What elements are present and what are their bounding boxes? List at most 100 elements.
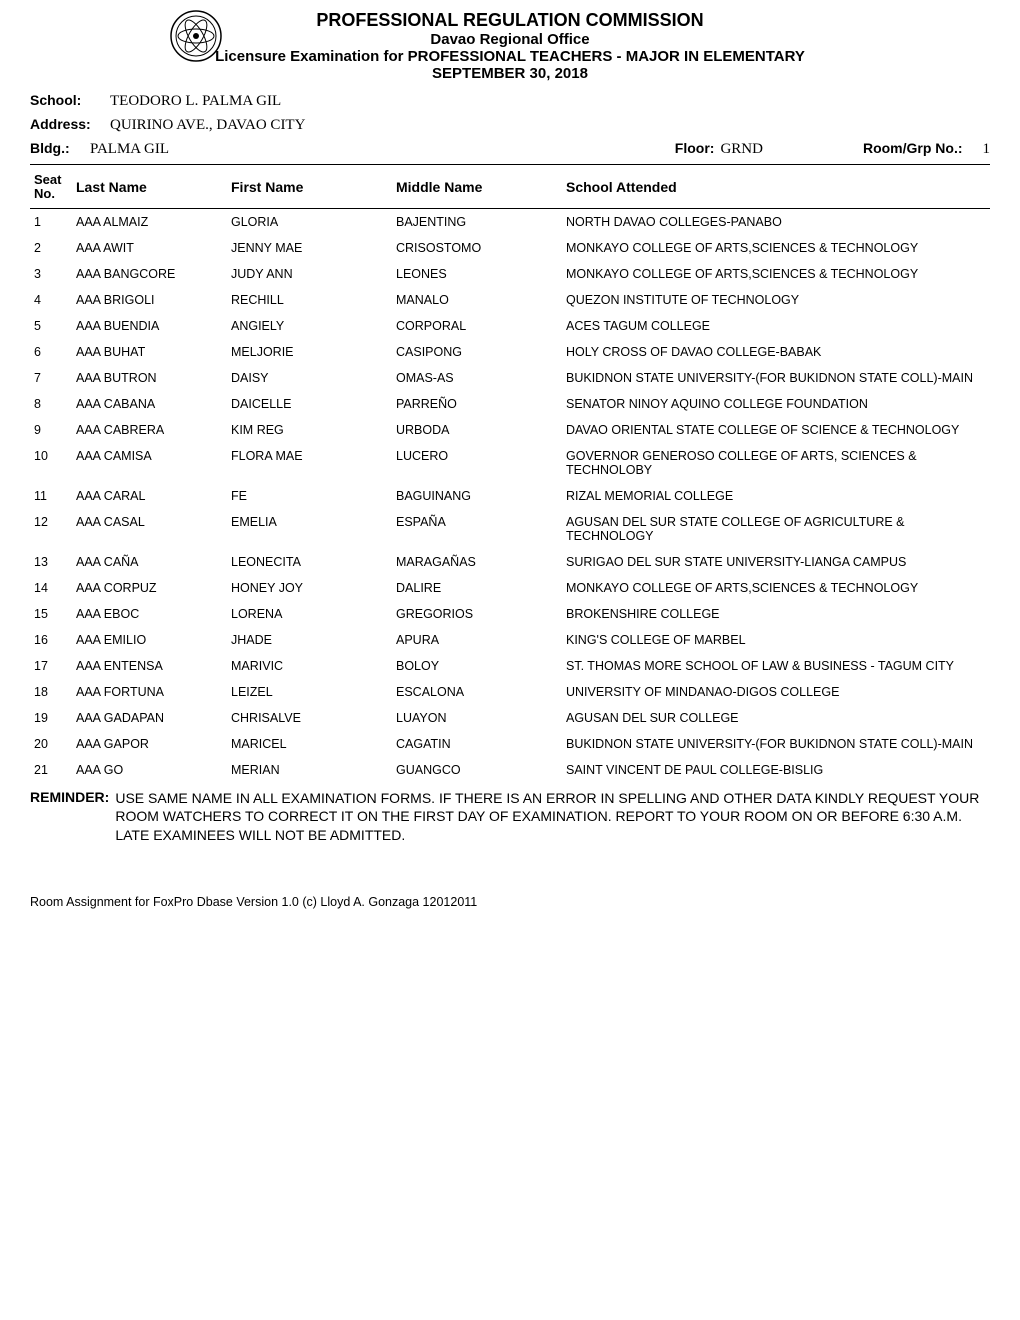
col-lastname: Last Name	[72, 165, 227, 208]
cell-seat: 20	[30, 731, 72, 757]
cell-middlename: LEONES	[392, 261, 562, 287]
table-row: 19AAA GADAPANCHRISALVELUAYONAGUSAN DEL S…	[30, 705, 990, 731]
address-label: Address:	[30, 116, 102, 132]
cell-lastname: AAA ALMAIZ	[72, 208, 227, 235]
cell-lastname: AAA CARAL	[72, 483, 227, 509]
cell-middlename: PARREÑO	[392, 391, 562, 417]
col-firstname: First Name	[227, 165, 392, 208]
bldg-value: PALMA GIL	[90, 141, 675, 158]
cell-lastname: AAA BUENDIA	[72, 313, 227, 339]
cell-seat: 3	[30, 261, 72, 287]
cell-middlename: CRISOSTOMO	[392, 235, 562, 261]
cell-lastname: AAA CASAL	[72, 509, 227, 549]
reminder-label: REMINDER:	[30, 789, 109, 846]
table-row: 5AAA BUENDIAANGIELYCORPORALACES TAGUM CO…	[30, 313, 990, 339]
cell-lastname: AAA EMILIO	[72, 627, 227, 653]
room-label: Room/Grp No.:	[863, 140, 963, 156]
cell-middlename: CORPORAL	[392, 313, 562, 339]
cell-seat: 21	[30, 757, 72, 783]
cell-seat: 9	[30, 417, 72, 443]
table-row: 12AAA CASALEMELIAESPAÑAAGUSAN DEL SUR ST…	[30, 509, 990, 549]
school-row: School: TEODORO L. PALMA GIL	[30, 92, 990, 110]
cell-school: UNIVERSITY OF MINDANAO-DIGOS COLLEGE	[562, 679, 990, 705]
table-row: 17AAA ENTENSAMARIVICBOLOYST. THOMAS MORE…	[30, 653, 990, 679]
cell-middlename: ESPAÑA	[392, 509, 562, 549]
cell-lastname: AAA EBOC	[72, 601, 227, 627]
cell-seat: 5	[30, 313, 72, 339]
cell-seat: 13	[30, 549, 72, 575]
prc-logo	[170, 10, 222, 62]
cell-school: BUKIDNON STATE UNIVERSITY-(FOR BUKIDNON …	[562, 731, 990, 757]
cell-seat: 16	[30, 627, 72, 653]
cell-lastname: AAA CAMISA	[72, 443, 227, 483]
cell-middlename: LUCERO	[392, 443, 562, 483]
cell-middlename: MANALO	[392, 287, 562, 313]
table-header-row: Seat No. Last Name First Name Middle Nam…	[30, 165, 990, 208]
cell-lastname: AAA GAPOR	[72, 731, 227, 757]
table-row: 21AAA GOMERIANGUANGCOSAINT VINCENT DE PA…	[30, 757, 990, 783]
table-row: 16AAA EMILIOJHADEAPURAKING'S COLLEGE OF …	[30, 627, 990, 653]
col-school: School Attended	[562, 165, 990, 208]
cell-firstname: GLORIA	[227, 208, 392, 235]
cell-firstname: MERIAN	[227, 757, 392, 783]
address-row: Address: QUIRINO AVE., DAVAO CITY	[30, 116, 990, 134]
table-row: 14AAA CORPUZHONEY JOYDALIREMONKAYO COLLE…	[30, 575, 990, 601]
cell-lastname: AAA BANGCORE	[72, 261, 227, 287]
col-seat: Seat No.	[30, 165, 72, 208]
cell-firstname: FLORA MAE	[227, 443, 392, 483]
cell-firstname: JHADE	[227, 627, 392, 653]
cell-lastname: AAA CORPUZ	[72, 575, 227, 601]
cell-school: MONKAYO COLLEGE OF ARTS,SCIENCES & TECHN…	[562, 235, 990, 261]
reminder-block: REMINDER: USE SAME NAME IN ALL EXAMINATI…	[30, 789, 990, 846]
cell-seat: 17	[30, 653, 72, 679]
cell-lastname: AAA AWIT	[72, 235, 227, 261]
cell-seat: 11	[30, 483, 72, 509]
cell-middlename: URBODA	[392, 417, 562, 443]
bldg-floor-room-row: Bldg.: PALMA GIL Floor: GRND Room/Grp No…	[30, 140, 990, 158]
cell-school: DAVAO ORIENTAL STATE COLLEGE OF SCIENCE …	[562, 417, 990, 443]
table-row: 10AAA CAMISAFLORA MAELUCEROGOVERNOR GENE…	[30, 443, 990, 483]
cell-middlename: BAGUINANG	[392, 483, 562, 509]
cell-middlename: GREGORIOS	[392, 601, 562, 627]
cell-lastname: AAA CABRERA	[72, 417, 227, 443]
cell-seat: 12	[30, 509, 72, 549]
cell-lastname: AAA GO	[72, 757, 227, 783]
cell-middlename: DALIRE	[392, 575, 562, 601]
table-row: 18AAA FORTUNALEIZELESCALONAUNIVERSITY OF…	[30, 679, 990, 705]
cell-seat: 7	[30, 365, 72, 391]
cell-lastname: AAA BRIGOLI	[72, 287, 227, 313]
cell-firstname: LEIZEL	[227, 679, 392, 705]
cell-school: QUEZON INSTITUTE OF TECHNOLOGY	[562, 287, 990, 313]
cell-firstname: MARIVIC	[227, 653, 392, 679]
cell-school: ST. THOMAS MORE SCHOOL OF LAW & BUSINESS…	[562, 653, 990, 679]
cell-lastname: AAA FORTUNA	[72, 679, 227, 705]
cell-firstname: LEONECITA	[227, 549, 392, 575]
room-value: 1	[983, 141, 991, 158]
cell-middlename: MARAGAÑAS	[392, 549, 562, 575]
cell-school: AGUSAN DEL SUR COLLEGE	[562, 705, 990, 731]
cell-firstname: DAICELLE	[227, 391, 392, 417]
address-value: QUIRINO AVE., DAVAO CITY	[110, 117, 305, 134]
page-header: PROFESSIONAL REGULATION COMMISSION Davao…	[30, 10, 990, 82]
cell-firstname: MELJORIE	[227, 339, 392, 365]
footer-text: Room Assignment for FoxPro Dbase Version…	[30, 895, 990, 909]
cell-seat: 4	[30, 287, 72, 313]
cell-school: AGUSAN DEL SUR STATE COLLEGE OF AGRICULT…	[562, 509, 990, 549]
cell-school: NORTH DAVAO COLLEGES-PANABO	[562, 208, 990, 235]
table-row: 3AAA BANGCOREJUDY ANNLEONESMONKAYO COLLE…	[30, 261, 990, 287]
cell-lastname: AAA CAÑA	[72, 549, 227, 575]
cell-lastname: AAA BUHAT	[72, 339, 227, 365]
col-seat-label: Seat No.	[34, 172, 61, 201]
cell-school: BUKIDNON STATE UNIVERSITY-(FOR BUKIDNON …	[562, 365, 990, 391]
cell-seat: 1	[30, 208, 72, 235]
cell-school: SENATOR NINOY AQUINO COLLEGE FOUNDATION	[562, 391, 990, 417]
cell-firstname: LORENA	[227, 601, 392, 627]
cell-school: SURIGAO DEL SUR STATE UNIVERSITY-LIANGA …	[562, 549, 990, 575]
table-row: 13AAA CAÑALEONECITAMARAGAÑASSURIGAO DEL …	[30, 549, 990, 575]
cell-lastname: AAA BUTRON	[72, 365, 227, 391]
table-row: 9AAA CABRERAKIM REGURBODADAVAO ORIENTAL …	[30, 417, 990, 443]
cell-firstname: JUDY ANN	[227, 261, 392, 287]
cell-firstname: MARICEL	[227, 731, 392, 757]
floor-label: Floor:	[675, 140, 715, 156]
cell-school: MONKAYO COLLEGE OF ARTS,SCIENCES & TECHN…	[562, 575, 990, 601]
